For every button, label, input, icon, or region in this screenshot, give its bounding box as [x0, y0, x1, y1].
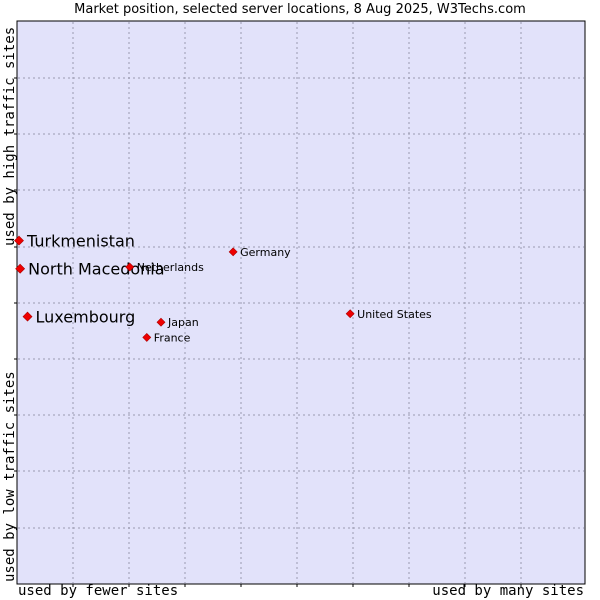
point-marker: [228, 247, 238, 257]
point-label: France: [154, 331, 191, 344]
point-marker: [14, 235, 24, 246]
point-france: France: [142, 331, 191, 344]
point-marker: [156, 317, 166, 327]
grid-lines: [14, 22, 584, 587]
point-japan: Japan: [156, 316, 199, 329]
x-axis-label-low: used by fewer sites: [18, 583, 179, 599]
point-luxembourg: Luxembourg: [22, 308, 136, 327]
point-germany: Germany: [228, 246, 291, 259]
point-united-states: United States: [345, 308, 432, 321]
point-netherlands: Netherlands: [125, 261, 204, 274]
point-label: United States: [357, 308, 432, 321]
point-label: Japan: [167, 316, 199, 329]
chart-title: Market position, selected server locatio…: [74, 2, 526, 17]
point-marker: [22, 311, 33, 322]
point-label: Turkmenistan: [26, 232, 135, 251]
point-marker: [142, 332, 152, 342]
point-marker: [345, 309, 355, 319]
point-label: Luxembourg: [36, 308, 136, 327]
plot-area: [16, 20, 586, 585]
point-label: Germany: [240, 246, 291, 259]
x-axis-label-high: used by many sites: [432, 583, 584, 599]
point-turkmenistan: Turkmenistan: [14, 232, 135, 251]
point-label: Netherlands: [137, 261, 204, 274]
point-marker: [15, 263, 26, 274]
point-marker: [125, 262, 135, 272]
